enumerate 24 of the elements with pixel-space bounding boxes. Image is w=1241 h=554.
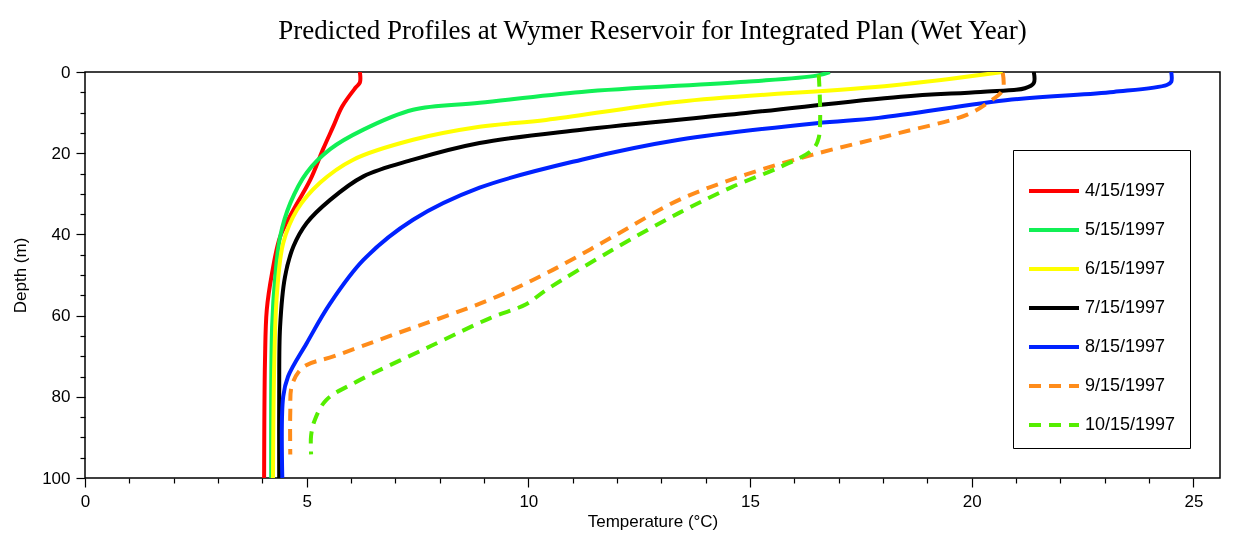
- y-tick-label: 40: [51, 224, 71, 244]
- y-tick-label: 0: [61, 62, 71, 82]
- x-tick-label: 5: [302, 491, 312, 511]
- legend-label: 4/15/1997: [1085, 180, 1166, 200]
- line-series: [279, 72, 1174, 478]
- x-tick-label: 25: [1184, 491, 1204, 511]
- y-tick-label: 100: [42, 468, 71, 488]
- line-series: [262, 72, 363, 478]
- legend-label: 5/15/1997: [1085, 219, 1166, 239]
- legend-label: 7/15/1997: [1085, 297, 1166, 317]
- y-tick-label: 60: [51, 306, 71, 326]
- legend-label: 8/15/1997: [1085, 336, 1166, 356]
- x-tick-label: 10: [519, 491, 539, 511]
- y-tick-label: 20: [51, 143, 71, 163]
- legend-label: 6/15/1997: [1085, 258, 1166, 278]
- x-tick-label: 0: [80, 491, 91, 511]
- legend-label: 10/15/1997: [1085, 414, 1176, 434]
- y-tick-label: 80: [51, 387, 71, 407]
- chart-title: Predicted Profiles at Wymer Reservoir for Integrated Plan (Wet Year): [278, 15, 1027, 45]
- x-tick-label: 15: [741, 491, 760, 511]
- x-tick-label: 20: [962, 491, 982, 511]
- legend-label: 9/15/1997: [1085, 375, 1166, 395]
- x-axis-title: Temperature (°C): [587, 511, 719, 531]
- y-axis-title: Depth (m): [11, 237, 31, 314]
